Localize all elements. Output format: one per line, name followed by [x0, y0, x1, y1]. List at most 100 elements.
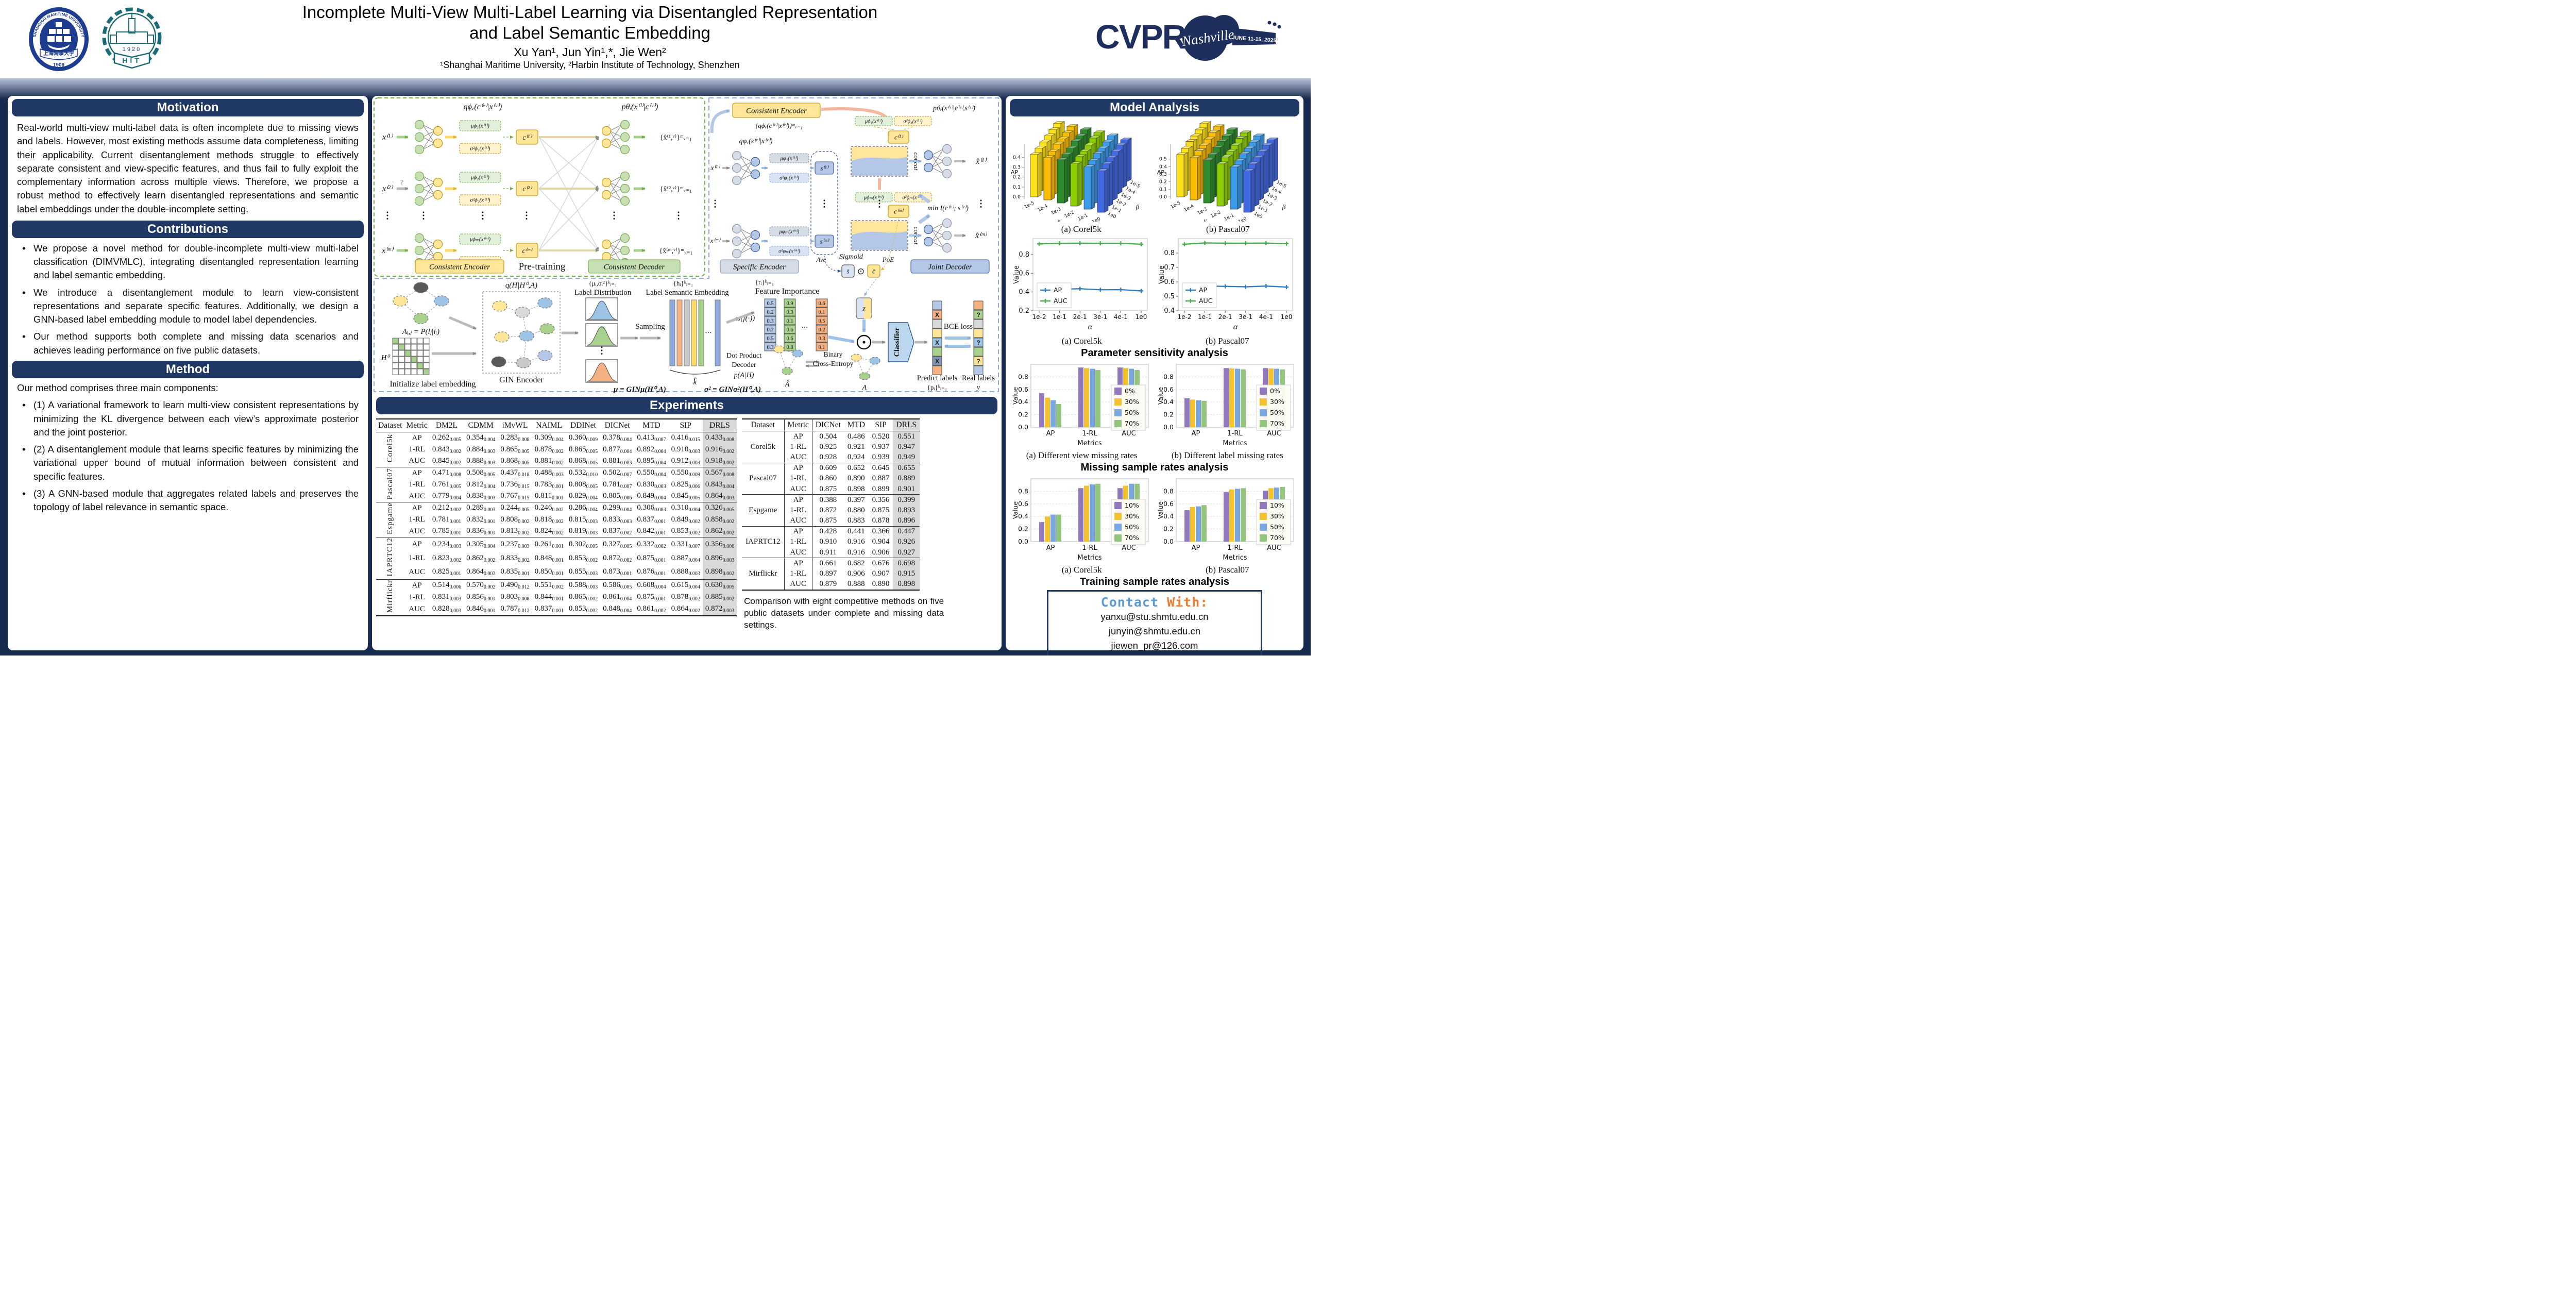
svg-text:c⁽¹⁾: c⁽¹⁾: [894, 133, 904, 141]
table-row: 1-RL 0.860 0.890 0.887 0.889: [742, 473, 920, 484]
column-header: DRLS: [893, 419, 920, 431]
table-cell: 0.652: [843, 462, 869, 474]
svg-text:…: …: [801, 321, 808, 329]
svg-text:2e-1: 2e-1: [1218, 313, 1232, 321]
svg-text:c̄: c̄: [872, 267, 876, 275]
table-cell: 0.8780.002: [671, 593, 700, 602]
svg-text:1e-5: 1e-5: [1023, 200, 1035, 210]
svg-text:0.7: 0.7: [1164, 264, 1175, 272]
svg-text:0.8: 0.8: [1164, 249, 1175, 257]
table-cell: 0.3780.004: [600, 432, 635, 444]
table-cell: 0.8330.003: [603, 515, 632, 525]
svg-text:σ²ϕ₁(x⁽¹⁾): σ²ϕ₁(x⁽¹⁾): [470, 146, 490, 152]
middle-column: qϕᵥ(c⁽ᵛ⁾|x⁽ᵛ⁾) pθᵢ(x⁽ⁱ⁾|c⁽ᵛ⁾) x⁽¹⁾ μϕ₁(x⁽¹⁾…: [372, 96, 1002, 650]
svg-text:3e-1: 3e-1: [1093, 313, 1107, 321]
column-header: Dataset: [742, 419, 785, 431]
table-row: AUC 0.911 0.916 0.906 0.927: [742, 547, 920, 558]
table-cell: 0.8920.004: [637, 445, 666, 455]
svg-text:0.3: 0.3: [1159, 172, 1167, 177]
section-model-analysis: Model Analysis: [1010, 99, 1299, 116]
contact-heading-orange: With:: [1167, 595, 1209, 610]
svg-text:⋮: ⋮: [674, 210, 683, 221]
table-cell: 0.5500.004: [634, 467, 669, 479]
table-cell: 0.428: [812, 526, 844, 537]
table-cell: 0.889: [893, 473, 920, 484]
svg-text:0.2: 0.2: [1163, 411, 1174, 418]
table-cell: 0.8280.003: [432, 604, 462, 614]
table-cell: 0.8770.004: [603, 445, 632, 455]
table-cell: 0.3100.004: [668, 502, 703, 514]
svg-text:0.5: 0.5: [1164, 293, 1175, 300]
svg-text:1e-1: 1e-1: [1053, 313, 1066, 321]
svg-text:0.2: 0.2: [1163, 525, 1174, 533]
column-header: MTD: [843, 419, 869, 431]
svg-text:0.5: 0.5: [767, 336, 773, 342]
shanghai-maritime-university-logo: SHANGHAI MARITIME UNIVERSITY 上海海事大学 1909: [29, 7, 89, 71]
table-cell: 0.8490.002: [671, 515, 700, 525]
metric-label: 1-RL: [409, 593, 425, 601]
svg-text:3e-1: 3e-1: [1239, 313, 1253, 321]
bar3d-corel5k-caption: (a) Corel5k: [1061, 224, 1101, 234]
metric-label: AUC: [409, 492, 425, 500]
cvpr-wordmark: CVPR: [1095, 18, 1187, 56]
dataset-label: Mirflickr: [742, 558, 785, 590]
svg-text:σ²ϕₘ(x⁽ᵐ⁾): σ²ϕₘ(x⁽ᵐ⁾): [902, 195, 924, 200]
table-cell: 0.356: [868, 494, 893, 506]
table-cell: 0.8960.003: [702, 551, 737, 565]
table-cell: 0.6150.004: [668, 579, 703, 592]
table-cell: 0.698: [893, 558, 920, 569]
table-cell: 0.7830.001: [534, 480, 564, 490]
svg-text:0.6: 0.6: [786, 327, 793, 333]
svg-text:?: ?: [400, 179, 403, 187]
table-cell: 0.8620.002: [466, 553, 496, 563]
table-cell: 0.7360.015: [500, 480, 530, 490]
line-pascal07-chart: 0.4 0.5 0.6 0.7 0.8 1e-2 1e-1 2e-1 3e-1 4e-1 1e0 α V…: [1158, 238, 1293, 331]
table-row: 1-RL 0.8430.002 0.8840.003 0.8650.005 0.8780…: [376, 444, 737, 456]
svg-text:1e-2: 1e-2: [1032, 313, 1046, 321]
svg-text:β: β: [1135, 203, 1139, 211]
table-cell: 0.8650.002: [568, 593, 598, 602]
table-cell: 0.5860.005: [600, 579, 635, 592]
contact-heading-blue: Contact: [1100, 595, 1159, 610]
param-sensitivity-title: Parameter sensitivity analysis: [1081, 347, 1228, 359]
table-cell: 0.4370.018: [498, 467, 532, 479]
table-cell: 0.8490.004: [637, 492, 666, 501]
table-cell: 0.875: [872, 506, 890, 514]
svg-text:AP: AP: [1192, 544, 1200, 552]
metric-label: AUC: [784, 452, 812, 463]
poster-root: SHANGHAI MARITIME UNIVERSITY 上海海事大学 1909…: [0, 0, 1311, 656]
table-cell: 0.2370.003: [498, 537, 532, 552]
table-cell: 0.921: [847, 442, 865, 451]
table-cell: 0.8610.002: [637, 604, 666, 614]
svg-text:{pᵢ}ᵏᵢ₌₁: {pᵢ}ᵏᵢ₌₁: [927, 383, 947, 391]
svg-text:0.5: 0.5: [1159, 157, 1167, 162]
svg-text:0.9: 0.9: [786, 301, 793, 307]
table-cell: 0.8580.002: [702, 514, 737, 526]
metric-label: AP: [784, 558, 812, 569]
table-cell: 0.8610.004: [603, 593, 632, 602]
svg-text:?: ?: [976, 311, 980, 318]
table-cell: 0.655: [893, 462, 920, 474]
svg-text:4e-1: 4e-1: [1114, 313, 1128, 321]
svg-text:0.8: 0.8: [786, 345, 793, 350]
table-cell: 0.8380.003: [466, 492, 496, 501]
table-cell: 0.2620.005: [429, 432, 464, 444]
svg-text:0.2: 0.2: [1013, 175, 1021, 180]
svg-text:α: α: [1233, 323, 1238, 331]
contributions-list: We propose a novel method for double-inc…: [17, 242, 359, 357]
table-cell: 0.9100.003: [671, 445, 700, 455]
table-row: AUC 0.8450.002 0.8880.003 0.8680.005 0.8810.…: [376, 455, 737, 467]
table-cell: 0.8080.002: [500, 515, 530, 525]
svg-text:⊙: ⊙: [857, 266, 865, 276]
side-results-table-wrap: Dataset Metric DICNet MTD SIP DRLS Corel5k AP 0.…: [742, 418, 946, 591]
table-cell: 0.8370.001: [534, 604, 564, 614]
metric-label: AUC: [409, 604, 425, 613]
table-cell: 0.878: [872, 516, 890, 525]
list-item: We propose a novel method for double-inc…: [17, 242, 359, 282]
table-cell: 0.3020.005: [566, 537, 601, 552]
metric-label: 1-RL: [784, 442, 812, 452]
column-header: DRLS: [702, 419, 737, 432]
table-row: AUC 0.7850.001 0.8360.001 0.8130.002 0.8240.…: [376, 526, 737, 537]
svg-text:1-RL: 1-RL: [1082, 544, 1097, 552]
svg-text:AUC: AUC: [1054, 297, 1067, 305]
